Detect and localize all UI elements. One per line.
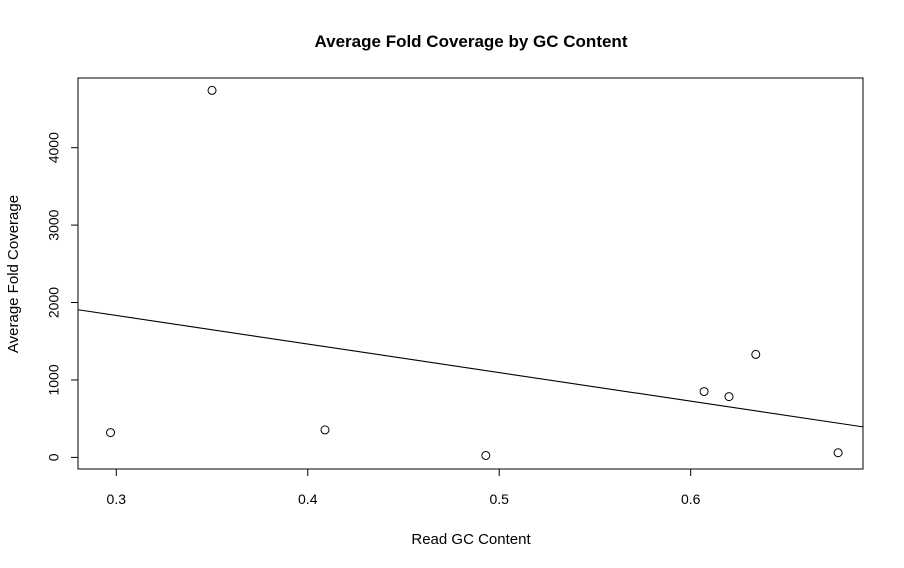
- x-tick-label: 0.4: [298, 491, 318, 507]
- data-point: [751, 349, 761, 359]
- y-axis: 0 1000 2000 3000 4000: [46, 132, 79, 461]
- plot-area: [77, 77, 864, 470]
- regression-line: [77, 309, 864, 428]
- y-tick-label: 0: [46, 453, 62, 461]
- x-tick-label: 0.6: [681, 491, 701, 507]
- data-marks: [77, 85, 864, 460]
- x-tick-label: 0.5: [489, 491, 509, 507]
- y-tick-label: 3000: [46, 209, 62, 240]
- data-point: [106, 428, 116, 438]
- y-tick-label: 4000: [46, 132, 62, 163]
- data-point: [833, 448, 843, 458]
- data-point: [724, 392, 734, 402]
- y-tick-label: 2000: [46, 287, 62, 318]
- data-point: [320, 425, 330, 435]
- data-point: [481, 450, 491, 460]
- data-point: [207, 85, 217, 95]
- y-axis-label: Average Fold Coverage: [5, 195, 22, 353]
- y-tick-label: 1000: [46, 364, 62, 395]
- chart-title: Average Fold Coverage by GC Content: [315, 32, 628, 51]
- x-tick-label: 0.3: [107, 491, 127, 507]
- data-point: [699, 387, 709, 397]
- x-axis-label: Read GC Content: [411, 531, 531, 548]
- x-axis: 0.3 0.4 0.5 0.6: [107, 468, 701, 507]
